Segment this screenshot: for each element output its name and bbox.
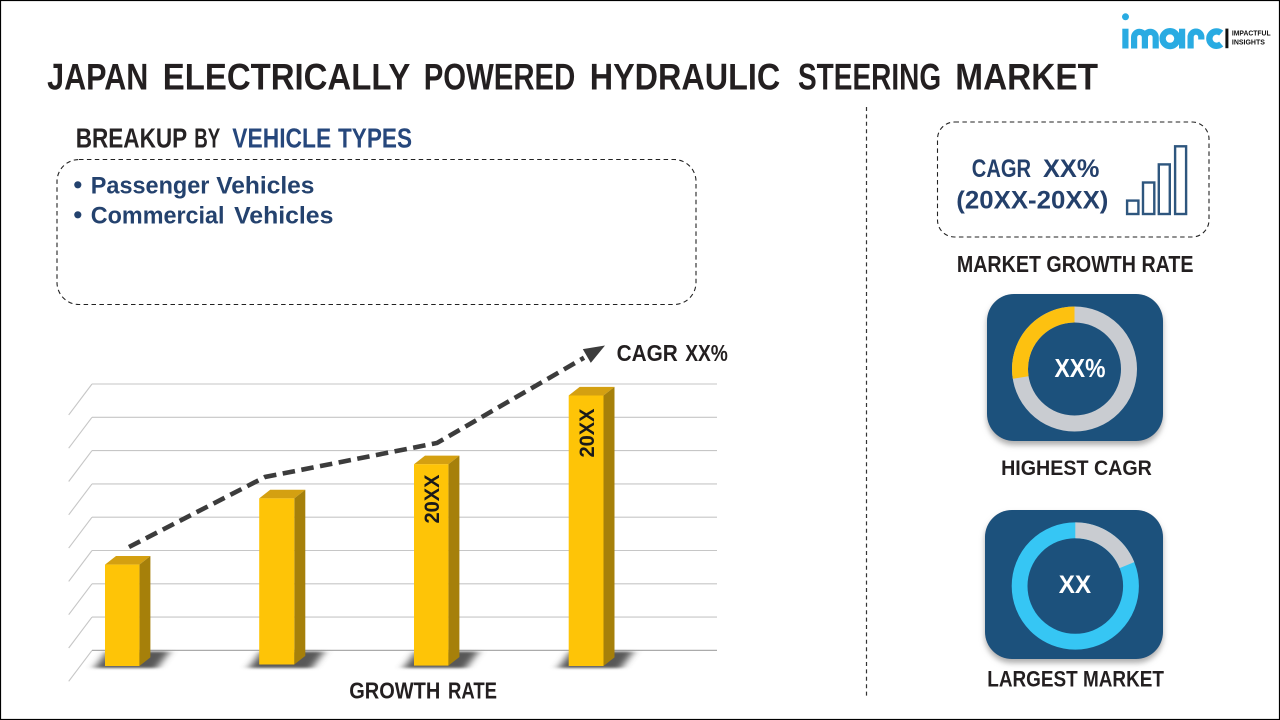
svg-text:JAPAN: JAPAN	[47, 57, 148, 98]
svg-text:Vehicles: Vehicles	[234, 202, 333, 229]
svg-text:BY: BY	[194, 123, 220, 154]
svg-text:STEERING: STEERING	[798, 57, 941, 98]
svg-text:IMPACTFUL: IMPACTFUL	[1232, 29, 1271, 38]
svg-text:XX%: XX%	[1043, 155, 1099, 183]
svg-text:LARGEST MARKET: LARGEST MARKET	[987, 667, 1164, 692]
svg-text:TYPES: TYPES	[338, 123, 412, 154]
svg-text:Vehicles: Vehicles	[216, 172, 314, 199]
svg-text:INSIGHTS: INSIGHTS	[1232, 37, 1265, 46]
svg-text:Commercial: Commercial	[91, 202, 225, 229]
svg-text:POWERED: POWERED	[424, 57, 576, 98]
svg-text:CAGR: CAGR	[617, 340, 678, 366]
svg-text:(20XX-20XX): (20XX-20XX)	[956, 187, 1108, 215]
svg-text:XX%: XX%	[685, 340, 728, 366]
svg-text:MARKET: MARKET	[955, 57, 1098, 98]
svg-text:RATE: RATE	[448, 677, 497, 703]
svg-text:MARKET GROWTH RATE: MARKET GROWTH RATE	[957, 251, 1194, 277]
svg-text:VEHICLE: VEHICLE	[232, 123, 331, 154]
svg-text:20XX: 20XX	[421, 475, 444, 524]
svg-text:BREAKUP: BREAKUP	[76, 123, 188, 154]
svg-text:ELECTRICALLY: ELECTRICALLY	[163, 57, 411, 98]
svg-text:XX: XX	[1059, 571, 1092, 599]
svg-text:XX%: XX%	[1055, 355, 1106, 383]
svg-text:GROWTH: GROWTH	[349, 677, 440, 703]
svg-text:20XX: 20XX	[576, 409, 599, 458]
svg-text:CAGR: CAGR	[972, 155, 1031, 183]
svg-text:Passenger: Passenger	[91, 172, 210, 199]
svg-text:HIGHEST CAGR: HIGHEST CAGR	[1001, 457, 1152, 480]
svg-text:HYDRAULIC: HYDRAULIC	[590, 57, 781, 98]
